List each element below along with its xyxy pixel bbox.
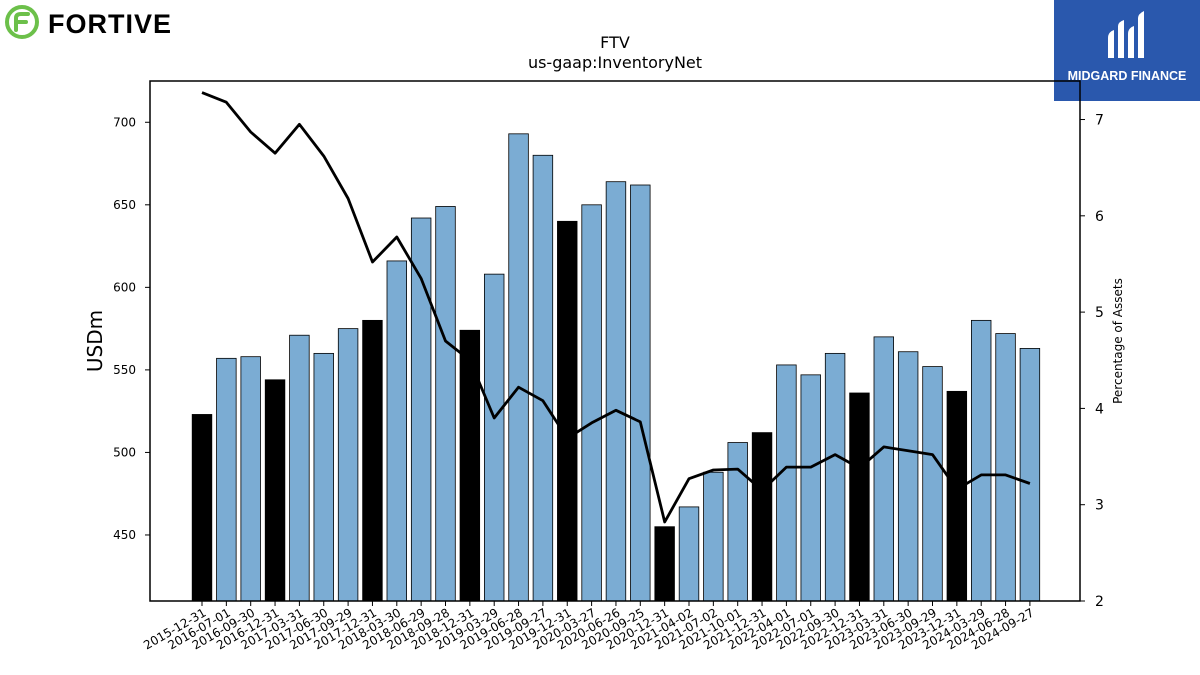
y-axis-left: 450 500 550 600 650 700 [113, 115, 150, 542]
fortive-wordmark: FORTIVE [48, 9, 172, 39]
bar-2018-06-29 [410, 217, 432, 602]
bar-2021-04-02 [678, 506, 700, 602]
bar-2023-12-31 [946, 390, 968, 602]
midgard-emblem-icon [1108, 11, 1144, 58]
bar-2024-09-27 [1019, 348, 1041, 602]
bar-2024-03-29 [971, 319, 992, 602]
bar-2016-12-31 [264, 379, 286, 602]
bar-2021-07-02 [703, 471, 724, 602]
bar-2019-03-29 [483, 273, 505, 602]
bar-2022-12-31 [849, 392, 870, 602]
chart-subtitle: us-gaap:InventoryNet [528, 53, 702, 72]
y2-tick-label-3: 3 [1095, 498, 1104, 514]
bar-2021-12-31 [751, 432, 773, 602]
bar-2017-09-29 [337, 328, 359, 602]
y2-tick-label-5: 5 [1095, 305, 1104, 321]
bar-2022-07-01 [800, 374, 821, 602]
midgard-wordmark: MIDGARD FINANCE [1068, 69, 1187, 83]
fortive-emblem-icon [5, 5, 39, 39]
y-tick-label-700: 700 [113, 115, 136, 129]
bar-2022-09-30 [824, 352, 846, 602]
bar-2018-03-30 [386, 260, 408, 602]
bar-2019-12-31 [557, 220, 578, 602]
bar-2020-12-31 [654, 526, 675, 602]
bar-2018-12-31 [459, 329, 481, 602]
y-tick-label-500: 500 [113, 445, 136, 459]
y-axis-right: 2 3 4 5 6 7 [1080, 113, 1104, 610]
bar-2023-09-29 [922, 366, 943, 602]
bar-2020-06-26 [605, 181, 627, 602]
bar-series [191, 133, 1041, 602]
bar-2020-09-25 [630, 184, 651, 602]
bar-2024-06-28 [995, 333, 1016, 602]
bar-2016-09-30 [240, 356, 261, 602]
bar-2021-10-01 [727, 442, 748, 602]
bar-2016-07-01 [216, 357, 237, 602]
y-tick-label-600: 600 [113, 280, 136, 294]
bar-2022-04-01 [776, 364, 797, 602]
bar-2019-09-27 [532, 154, 554, 602]
y-tick-label-550: 550 [113, 363, 136, 377]
y2-axis-label: Percentage of Assets [1111, 278, 1125, 404]
plot-frame [149, 80, 1081, 602]
bar-2018-09-28 [435, 206, 456, 602]
bar-2015-12-31 [191, 414, 213, 602]
y-tick-label-650: 650 [113, 198, 136, 212]
bar-2019-06-28 [508, 133, 529, 602]
y2-tick-label-7: 7 [1095, 113, 1104, 129]
y-tick-label-450: 450 [113, 528, 136, 542]
y2-tick-label-4: 4 [1095, 401, 1104, 417]
bar-2017-03-31 [289, 334, 310, 602]
y-axis-label: USDm [83, 310, 107, 372]
chart-title: FTV [600, 33, 630, 52]
fortive-logo: FORTIVE [4, 4, 194, 42]
y2-tick-label-2: 2 [1095, 594, 1104, 610]
bar-2017-06-30 [313, 352, 334, 602]
bar-2020-03-27 [581, 204, 602, 602]
line-series [201, 91, 1031, 524]
midgard-finance-logo: MIDGARD FINANCE [1054, 0, 1200, 101]
x-axis: 2015-12-312016-07-012016-09-302016-12-31… [141, 601, 1036, 652]
bar-2017-12-31 [362, 319, 383, 602]
bar-2023-03-31 [873, 336, 895, 602]
y2-tick-label-6: 6 [1095, 209, 1104, 225]
bar-2023-06-30 [897, 351, 919, 602]
percentage-of-assets-line [201, 91, 1031, 524]
